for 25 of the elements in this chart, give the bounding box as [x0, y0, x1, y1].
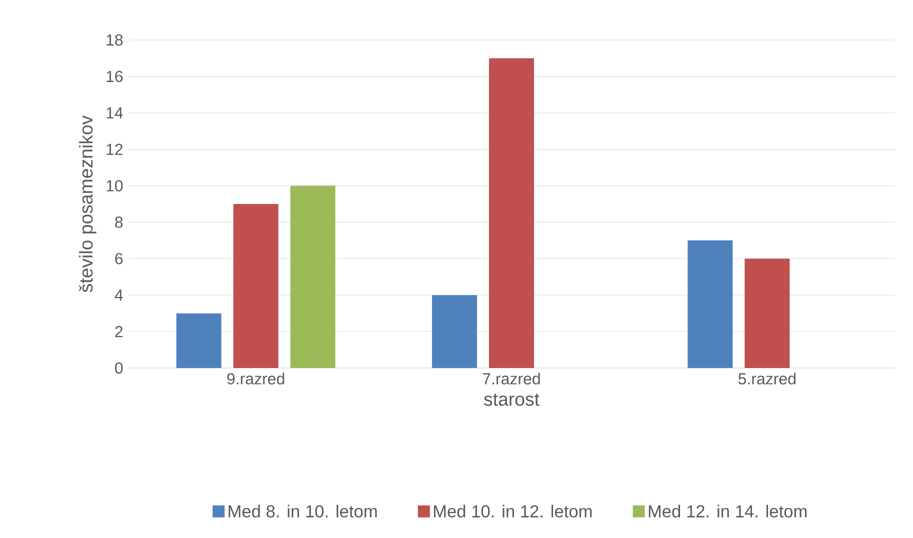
x-tick-label: 9.razred — [227, 372, 284, 384]
bar — [744, 258, 790, 368]
x-tick-label: 7.razred — [482, 372, 540, 384]
bar — [290, 186, 336, 368]
x-axis-title: starost — [484, 394, 540, 406]
y-tick-label: 2 — [115, 326, 122, 338]
legend-label: Med 12. in 14. letom — [648, 504, 807, 518]
bar — [233, 204, 278, 368]
y-tick-label: 14 — [106, 107, 123, 118]
legend-label: Med 10. in 12. letom — [434, 504, 592, 518]
y-tick-label: 18 — [106, 34, 123, 46]
bar — [176, 313, 222, 368]
bar — [688, 240, 733, 368]
x-tick-label: 5.razred — [738, 372, 796, 384]
y-tick-label: 12 — [106, 144, 122, 155]
y-tick-label: 10 — [106, 180, 123, 192]
y-tick-label: 16 — [106, 70, 123, 82]
y-tick-label: 4 — [114, 290, 123, 301]
y-tick-label: 0 — [115, 362, 123, 374]
bar — [489, 58, 534, 368]
y-axis-title: število posameznikov — [78, 115, 96, 292]
bar — [432, 295, 478, 368]
y-tick-label: 8 — [115, 216, 123, 228]
legend-label: Med 8. in 10. letom — [228, 504, 377, 518]
y-tick-label: 6 — [115, 253, 123, 264]
